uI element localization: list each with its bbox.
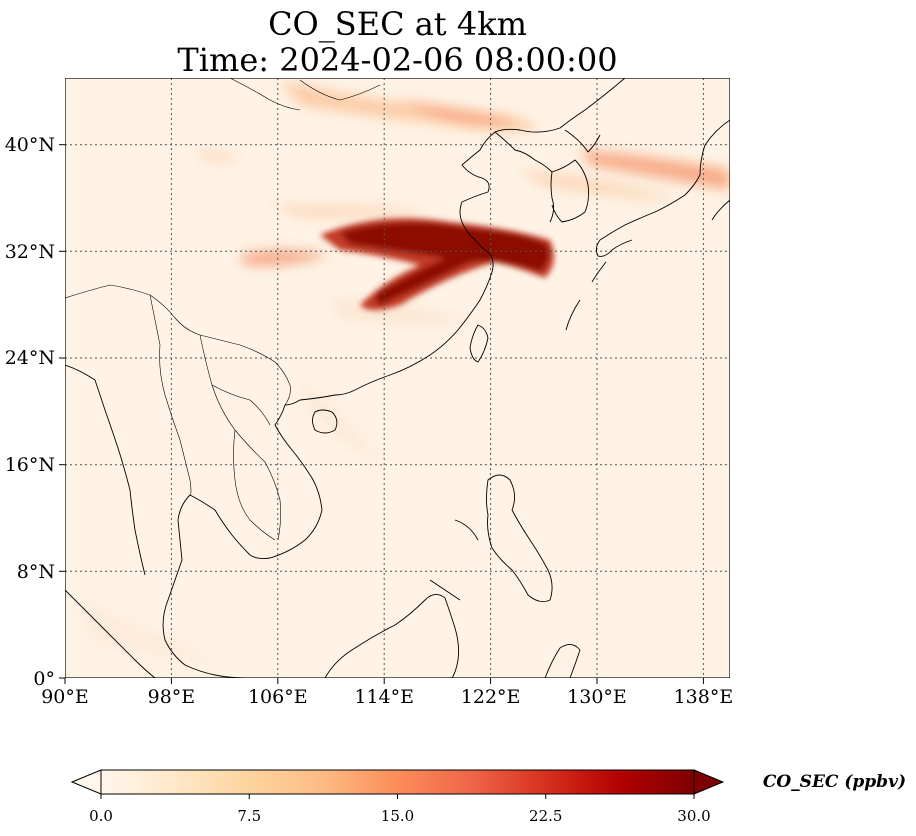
colorbar-extend-min	[70, 769, 102, 795]
colorbar-tick-label: 30.0	[677, 807, 710, 825]
gridlines	[65, 78, 730, 678]
lat-tick-labels: 0° 8°N 16°N 24°N 32°N 40°N	[5, 134, 55, 690]
lon-tick-label: 98°E	[148, 686, 196, 708]
lat-tick-label: 24°N	[5, 347, 55, 369]
country-borders	[65, 78, 381, 541]
lon-tick-label: 106°E	[248, 686, 308, 708]
lon-tick-label: 138°E	[674, 686, 734, 708]
lon-tick-label: 90°E	[41, 686, 89, 708]
lon-tick-label: 130°E	[567, 686, 627, 708]
colorbar-extend-max	[693, 769, 725, 795]
colorbar-tick-label: 15.0	[381, 807, 414, 825]
map-panel	[65, 78, 730, 678]
main-plume	[320, 218, 554, 310]
lon-tick-label: 114°E	[354, 686, 414, 708]
lat-tick-label: 8°N	[17, 561, 55, 583]
map-title-line1: CO_SEC at 4km	[268, 5, 527, 43]
colorbar-label: CO_SEC (ppbv)	[763, 772, 906, 792]
lon-tick-label: 122°E	[461, 686, 521, 708]
lat-tick-label: 40°N	[5, 134, 55, 156]
lat-tick-label: 16°N	[5, 454, 55, 476]
coastlines	[65, 78, 730, 678]
lon-tick-labels: 90°E 98°E 106°E 114°E 122°E 130°E 138°E	[41, 686, 733, 708]
colorbar-tick-label: 7.5	[237, 807, 261, 825]
colorbar-gradient	[100, 769, 695, 795]
axis-tick-marks	[59, 144, 704, 684]
colorbar: 0.0 7.5 15.0 22.5 30.0 CO_SEC (ppbv)	[70, 769, 906, 825]
colorbar-tick-label: 0.0	[89, 807, 113, 825]
lat-tick-label: 0°	[33, 668, 55, 690]
lat-tick-label: 32°N	[5, 241, 55, 263]
map-title-line2: Time: 2024-02-06 08:00:00	[177, 41, 618, 79]
colorbar-tick-label: 22.5	[529, 807, 562, 825]
